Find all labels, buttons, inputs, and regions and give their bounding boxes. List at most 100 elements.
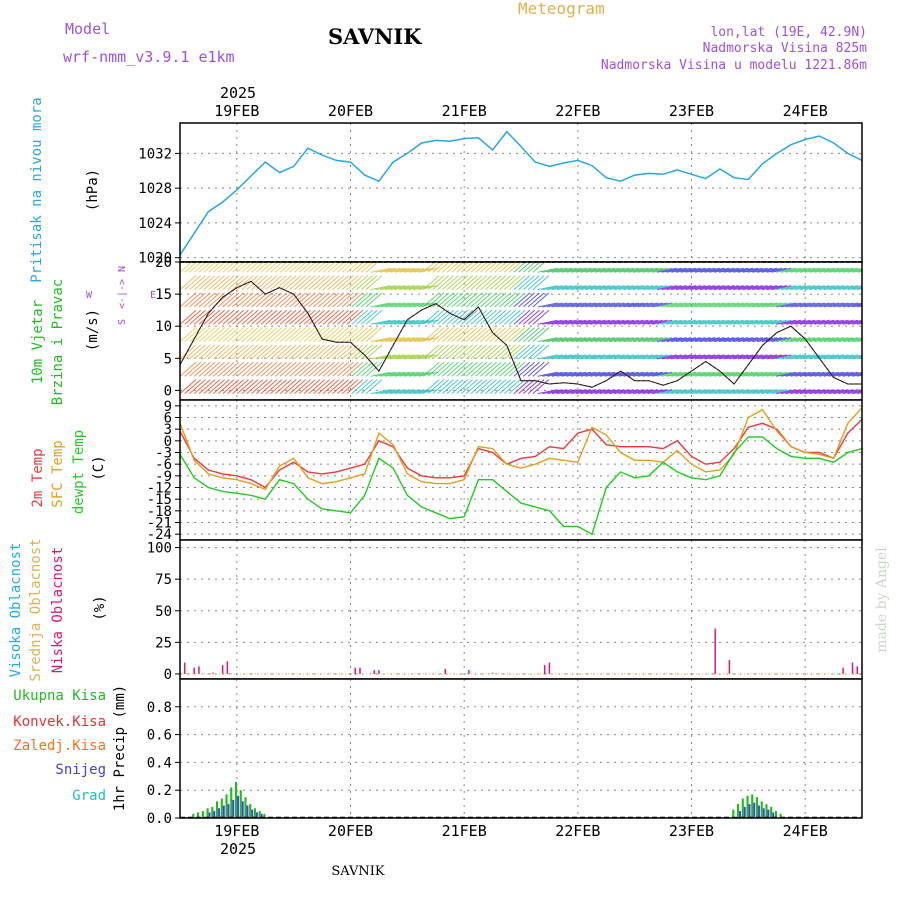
wind-barb	[833, 319, 854, 325]
wind-barb	[451, 344, 469, 360]
wind-barb	[628, 267, 649, 273]
wind-barb	[370, 389, 391, 395]
wind-barb	[418, 354, 439, 360]
wind-barb	[671, 285, 692, 291]
wind-barb	[213, 275, 230, 290]
wind-barb	[585, 371, 606, 377]
wind-barb	[236, 344, 254, 360]
wind-barb	[776, 354, 797, 360]
wind-barb	[413, 389, 434, 395]
wind-barb	[422, 327, 440, 342]
wind-barb	[265, 327, 283, 342]
wind-barb	[723, 285, 744, 291]
wind-barb	[346, 379, 364, 394]
wind-barb	[508, 379, 526, 394]
wind-barb	[771, 302, 792, 308]
wind-barb	[255, 361, 273, 377]
wind-barb	[422, 361, 440, 377]
wind-barb	[690, 354, 711, 360]
wind-barb	[193, 292, 211, 308]
wind-barb	[632, 267, 654, 273]
wind-barb	[337, 275, 354, 290]
wind-barb	[346, 262, 360, 273]
wind-barb	[427, 344, 445, 360]
wind-barb	[852, 287, 862, 291]
wind-barb	[461, 309, 478, 325]
wind-barb	[236, 292, 254, 308]
wind-barb	[389, 389, 410, 395]
wind-barb	[838, 285, 859, 291]
wind-barb	[365, 292, 383, 308]
wind-barb	[198, 344, 216, 360]
wind-barb	[847, 355, 862, 360]
wind-barb	[437, 379, 454, 394]
wind-barb	[213, 379, 230, 394]
wind-barb	[317, 292, 335, 308]
wind-barb	[384, 267, 406, 273]
wind-barb	[618, 337, 639, 343]
wind-barb	[623, 285, 644, 291]
wind-barb	[699, 389, 720, 395]
wind-barb	[180, 275, 197, 290]
wind-barb	[737, 389, 759, 395]
precip-snow-bar	[208, 812, 211, 818]
precip-snow-bar	[222, 805, 225, 818]
wind-barb	[251, 379, 268, 394]
wind-barb	[279, 327, 297, 342]
wind-barb	[585, 337, 606, 343]
cloud-panel: 0 25 50 75 100	[147, 539, 863, 683]
wind-barb	[570, 389, 592, 395]
wind-barb	[742, 319, 763, 325]
wind-barb	[861, 271, 862, 273]
wind-barb	[833, 371, 854, 377]
wind-barb	[208, 262, 222, 273]
wind-barb	[618, 319, 639, 325]
wind-barb	[570, 319, 592, 325]
wind-barb	[809, 302, 830, 308]
wind-barb	[776, 285, 797, 291]
wind-barb	[852, 304, 862, 308]
wind-barb	[480, 327, 497, 342]
wind-barb	[294, 344, 311, 360]
wind-barb	[375, 389, 396, 395]
wind-barb	[422, 262, 436, 273]
wind-barb	[656, 389, 678, 395]
wind-barb	[508, 262, 522, 273]
y-tick-label: 25	[155, 635, 172, 651]
wind-barb	[470, 379, 488, 394]
wind-barb	[542, 354, 563, 360]
wind-barb	[527, 275, 545, 290]
wind-barb	[652, 371, 673, 377]
wind-barb	[513, 327, 531, 342]
wind-barb	[632, 319, 654, 325]
wind-barb	[599, 354, 620, 360]
wind-barb	[814, 371, 835, 377]
wind-barb	[317, 262, 331, 273]
wind-barb	[484, 344, 502, 360]
wind-barb	[484, 327, 502, 342]
wind-barb	[356, 344, 373, 360]
precip-snow-bar	[758, 805, 760, 818]
wind-barb	[675, 285, 697, 291]
wind-barb	[752, 389, 773, 395]
y-tick-label: 0.0	[147, 811, 172, 827]
wind-barb	[551, 337, 573, 343]
wind-barb	[790, 337, 811, 343]
wind-barb	[360, 262, 374, 273]
wind-barb	[609, 371, 630, 377]
wind-barb	[785, 354, 806, 360]
wind-barb	[341, 309, 359, 325]
temp-2m-line	[179, 418, 863, 489]
wind-barb	[761, 285, 782, 291]
wind-barb	[842, 354, 862, 360]
wind-barb	[275, 262, 288, 273]
wind-barb	[761, 389, 782, 395]
wind-barb	[766, 337, 787, 343]
wind-barb	[580, 267, 601, 273]
wind-barb	[599, 285, 620, 291]
wind-barb	[828, 389, 849, 395]
wind-barb	[532, 292, 550, 308]
compass-north: N	[117, 266, 128, 272]
wind-barb	[613, 267, 635, 273]
wind-barb	[604, 285, 625, 291]
